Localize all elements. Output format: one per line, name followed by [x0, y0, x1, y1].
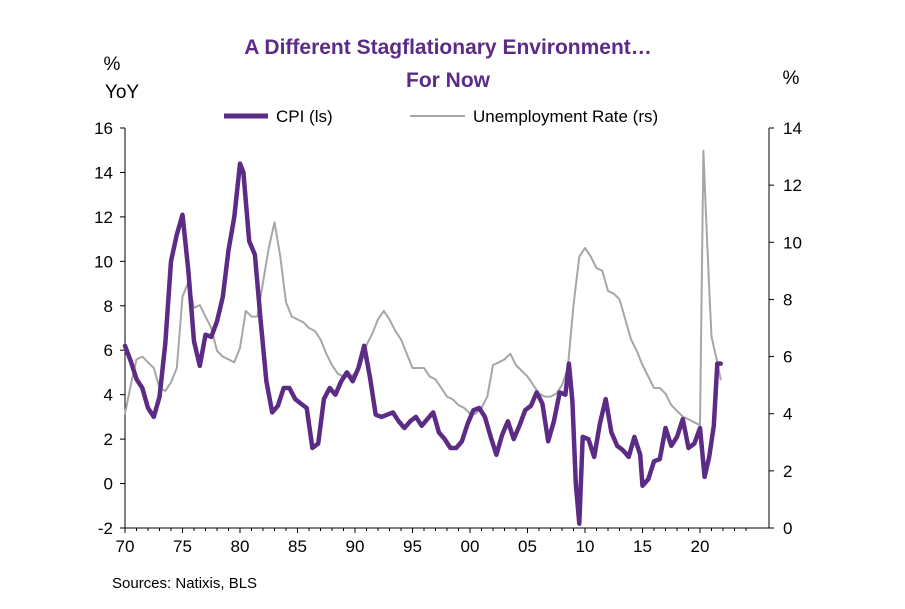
x-tick-label: 15 [633, 537, 652, 556]
right-y-tick-label: 0 [783, 519, 792, 538]
x-tick-label: 95 [403, 537, 422, 556]
chart-title: A Different Stagflationary Environment… [244, 36, 652, 59]
left-y-tick-label: 16 [94, 119, 113, 138]
right-y-tick-label: 10 [783, 233, 802, 252]
x-tick-label: 05 [518, 537, 537, 556]
x-tick-label: 80 [231, 537, 250, 556]
left-y-tick-label: 6 [104, 341, 113, 360]
left-y-tick-label: 2 [104, 430, 113, 449]
left-y-tick-label: -2 [98, 519, 113, 538]
x-tick-label: 85 [288, 537, 307, 556]
x-tick-label: 90 [346, 537, 365, 556]
left-y-tick-label: 0 [104, 475, 113, 494]
x-tick-label: 70 [116, 537, 135, 556]
legend-unemployment-label: Unemployment Rate (rs) [473, 107, 658, 126]
left-y-tick-label: 8 [104, 297, 113, 316]
left-axis-unit: % [104, 54, 121, 75]
legend: CPI (ls) Unemployment Rate (rs) [224, 107, 658, 126]
left-y-tick-label: 4 [104, 386, 113, 405]
right-y-tick-label: 12 [783, 176, 802, 195]
chart-subtitle: For Now [406, 69, 491, 92]
tick-layer: -2 0 2 4 6 8 10 12 14 16 0 2 4 6 8 10 12 14 70 75 80 85 90 95 00… [94, 119, 802, 556]
x-tick-label: 10 [576, 537, 595, 556]
left-y-tick-label: 12 [94, 208, 113, 227]
legend-cpi-label: CPI (ls) [276, 107, 333, 126]
left-axis-unit-yoy: YoY [105, 82, 139, 103]
right-y-tick-label: 2 [783, 462, 792, 481]
right-axis-unit: % [783, 68, 800, 89]
cpi-series-line [122, 161, 723, 526]
right-y-tick-label: 8 [783, 290, 792, 309]
right-y-tick-label: 4 [783, 405, 792, 424]
right-y-tick-label: 14 [783, 119, 802, 138]
x-tick-label: 00 [461, 537, 480, 556]
series-layer [122, 149, 723, 526]
left-y-tick-label: 14 [94, 163, 113, 182]
source-note: Sources: Natixis, BLS [112, 575, 257, 592]
unemployment-series-line [124, 149, 722, 427]
left-y-tick-label: 10 [94, 252, 113, 271]
x-tick-label: 75 [173, 537, 192, 556]
x-tick-label: 20 [691, 537, 710, 556]
right-y-tick-label: 6 [783, 348, 792, 367]
